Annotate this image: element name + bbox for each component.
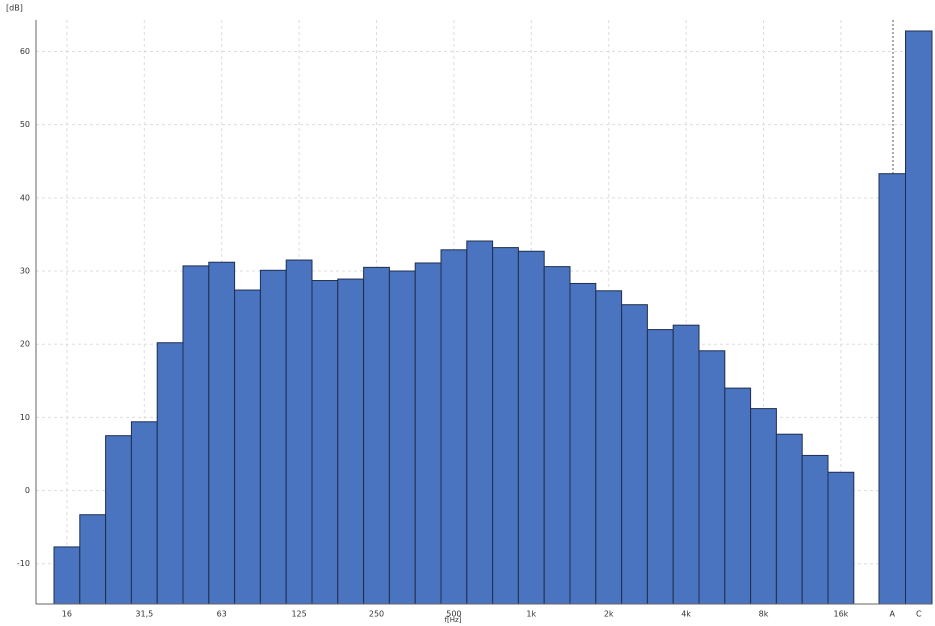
y-tick-label: 40 [20, 193, 30, 202]
bar [724, 387, 752, 605]
x-tick-label: 16 [62, 610, 72, 619]
y-tick-label: 0 [25, 486, 30, 495]
x-tick-label: 250 [369, 610, 384, 619]
bar [311, 280, 339, 605]
bar [105, 435, 132, 605]
bar [646, 329, 674, 605]
y-tick-label: 30 [20, 267, 30, 276]
bar [182, 265, 210, 605]
bar [259, 269, 287, 605]
x-tick-label: C [916, 610, 922, 619]
x-tick-label: 2k [604, 610, 614, 619]
x-tick-label: 125 [291, 610, 306, 619]
bar [750, 408, 777, 605]
bar [79, 514, 107, 605]
bar [621, 304, 648, 605]
x-tick-label: 4k [681, 610, 691, 619]
bar [827, 471, 855, 605]
x-axis-label: f[Hz] [445, 616, 462, 624]
bar [388, 270, 416, 605]
y-tick-label: 60 [20, 47, 30, 56]
y-tick-label: 10 [20, 413, 30, 422]
bar [234, 289, 261, 605]
bar [517, 250, 545, 605]
bar [466, 240, 494, 605]
y-axis-label: [dB] [6, 4, 23, 13]
x-tick-label: 31,5 [135, 610, 153, 619]
bar [363, 266, 390, 605]
x-tick-label: 16k [833, 610, 848, 619]
y-tick-label: 50 [20, 120, 30, 129]
bar [905, 30, 933, 605]
bar [569, 282, 597, 605]
y-tick-label: 20 [20, 340, 30, 349]
bar [130, 421, 158, 605]
bar [672, 324, 700, 605]
bar [543, 266, 571, 605]
bar [156, 342, 184, 605]
bar [440, 249, 468, 605]
x-tick-label: 63 [217, 610, 227, 619]
bar [208, 261, 236, 605]
x-tick-label: 8k [759, 610, 769, 619]
bar [878, 173, 906, 605]
bar [414, 262, 442, 605]
bar [492, 247, 519, 605]
x-tick-label: 500 [446, 610, 461, 619]
bar [801, 454, 829, 605]
bar [53, 546, 81, 605]
bar [698, 350, 726, 605]
y-tick-label: -10 [17, 559, 30, 568]
bar [775, 433, 803, 605]
bar [595, 290, 623, 605]
x-tick-label: A [890, 610, 896, 619]
bar [337, 278, 365, 605]
bar [285, 259, 313, 605]
x-tick-label: 1k [526, 610, 536, 619]
